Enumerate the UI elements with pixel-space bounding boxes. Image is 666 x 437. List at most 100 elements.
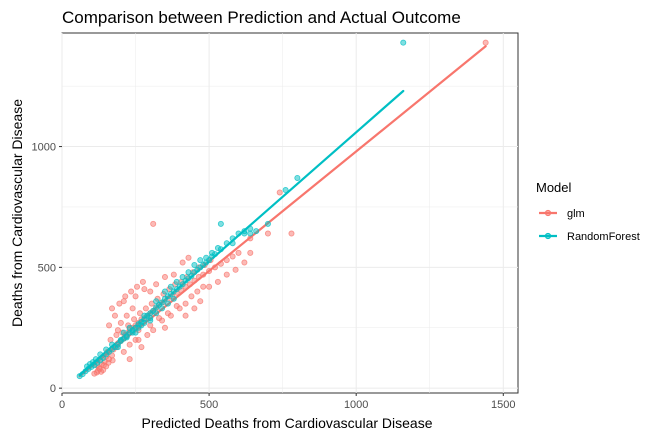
data-point-glm — [111, 312, 118, 319]
data-point-glm — [142, 305, 149, 312]
data-point-glm — [134, 283, 141, 290]
data-point-glm — [144, 332, 151, 339]
data-point-glm — [235, 249, 242, 256]
data-point-randomforest — [294, 174, 301, 181]
data-point-randomforest — [103, 346, 110, 353]
data-point-glm — [123, 312, 130, 319]
data-point-glm — [161, 324, 168, 331]
data-point-glm — [247, 235, 254, 242]
data-point-glm — [195, 274, 202, 281]
data-point-glm — [148, 300, 155, 307]
data-point-randomforest — [123, 334, 130, 341]
data-point-randomforest — [197, 257, 204, 264]
legend-key-point — [544, 209, 552, 217]
legend-label: glm — [567, 208, 585, 220]
data-point-glm — [113, 332, 120, 339]
data-point-glm — [126, 356, 133, 363]
data-point-glm — [107, 336, 114, 343]
data-point-randomforest — [97, 351, 104, 358]
legend-key-point — [544, 232, 552, 240]
data-point-glm — [109, 357, 116, 364]
y-axis-ticks: 0 500 1000 — [32, 142, 62, 395]
data-point-glm — [161, 274, 168, 281]
data-point-glm — [126, 341, 133, 348]
data-point-randomforest — [173, 278, 180, 285]
y-tick-label: 0 — [50, 383, 56, 395]
data-point-glm — [173, 303, 180, 310]
data-point-glm — [147, 288, 154, 295]
data-point-randomforest — [141, 312, 148, 319]
data-point-randomforest — [129, 329, 136, 336]
data-point-randomforest — [217, 220, 224, 227]
data-point-glm — [188, 293, 195, 300]
data-point-randomforest — [135, 324, 142, 331]
points — [76, 39, 489, 380]
plot-panel-border — [61, 32, 519, 394]
data-point-randomforest — [185, 269, 192, 276]
data-point-glm — [150, 327, 157, 334]
data-point-glm — [197, 298, 204, 305]
legend-label: RandomForest — [567, 231, 640, 243]
data-point-glm — [159, 317, 166, 324]
y-tick-label: 1000 — [32, 142, 56, 154]
data-point-glm — [223, 257, 230, 264]
data-point-glm — [153, 281, 160, 288]
data-point-glm — [206, 267, 213, 274]
data-point-randomforest — [235, 230, 242, 237]
x-tick-label: 1500 — [491, 399, 515, 411]
data-point-glm — [179, 259, 186, 266]
data-point-glm — [288, 230, 295, 237]
data-point-glm — [223, 271, 230, 278]
data-point-glm — [141, 286, 148, 293]
data-point-randomforest — [141, 319, 148, 326]
data-point-glm — [109, 305, 116, 312]
data-point-glm — [138, 344, 145, 351]
data-point-glm — [182, 312, 189, 319]
data-point-glm — [129, 305, 136, 312]
data-point-randomforest — [209, 249, 216, 256]
data-point-randomforest — [203, 254, 210, 261]
data-point-glm — [170, 271, 177, 278]
data-point-randomforest — [117, 336, 124, 343]
data-point-glm — [117, 319, 124, 326]
y-axis-title: Deaths from Cardiovascular Disease — [9, 99, 25, 327]
data-point-randomforest — [167, 283, 174, 290]
data-point-glm — [150, 220, 157, 227]
x-axis-title: Predicted Deaths from Cardiovascular Dis… — [141, 415, 432, 431]
data-point-glm — [186, 281, 193, 288]
data-point-glm — [147, 322, 154, 329]
data-point-randomforest — [214, 245, 221, 252]
data-point-glm — [214, 278, 221, 285]
data-point-glm — [264, 230, 271, 237]
data-point-randomforest — [247, 230, 254, 237]
data-point-glm — [276, 189, 283, 196]
data-point-glm — [200, 283, 207, 290]
data-point-glm — [194, 288, 201, 295]
data-point-randomforest — [229, 240, 236, 247]
legend-item-glm: glm — [539, 208, 585, 220]
data-point-randomforest — [153, 310, 160, 317]
legend-title: Model — [536, 180, 572, 195]
data-point-randomforest — [164, 300, 171, 307]
data-point-randomforest — [120, 329, 127, 336]
data-point-randomforest — [241, 230, 248, 237]
data-point-glm — [116, 300, 123, 307]
data-point-randomforest — [153, 298, 160, 305]
data-point-randomforest — [191, 261, 198, 268]
data-point-glm — [191, 277, 198, 284]
data-point-glm — [191, 305, 198, 312]
chart-title: Comparison between Prediction and Actual… — [62, 8, 461, 27]
x-tick-label: 500 — [200, 399, 218, 411]
data-point-glm — [120, 348, 127, 355]
data-point-randomforest — [84, 363, 91, 370]
data-point-glm — [122, 293, 129, 300]
data-point-randomforest — [179, 274, 186, 281]
data-point-glm — [128, 288, 135, 295]
data-point-randomforest — [147, 315, 154, 322]
data-point-glm — [206, 283, 213, 290]
data-point-randomforest — [126, 324, 133, 331]
data-point-glm — [241, 259, 248, 266]
data-point-glm — [131, 316, 138, 323]
data-point-randomforest — [114, 344, 121, 351]
